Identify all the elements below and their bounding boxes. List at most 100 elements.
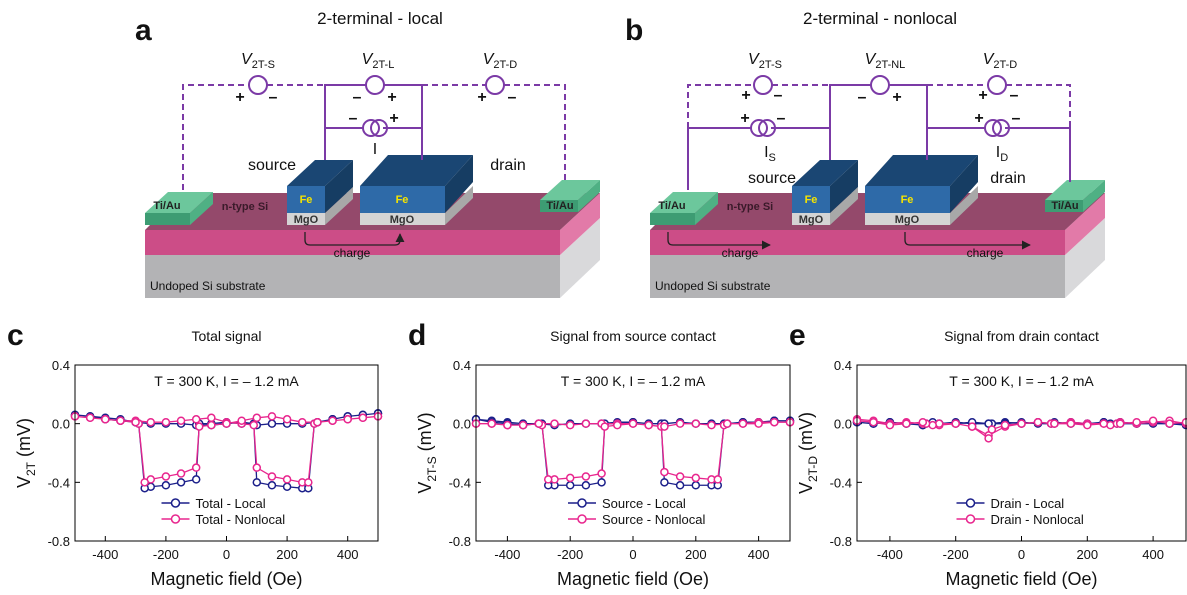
data-point bbox=[520, 422, 527, 429]
chart: eSignal from drain contactT = 300 K, I =… bbox=[789, 319, 1187, 589]
sign: + bbox=[892, 89, 901, 106]
data-point bbox=[661, 423, 668, 430]
substrate-label: Undoped Si substrate bbox=[655, 279, 771, 293]
data-point bbox=[223, 420, 230, 427]
legend-label: Total - Nonlocal bbox=[196, 512, 286, 527]
data-point bbox=[1018, 420, 1025, 427]
y-axis-symbol: V bbox=[14, 476, 34, 488]
data-point bbox=[193, 416, 200, 423]
x-axis-label: Magnetic field (Oe) bbox=[150, 569, 302, 589]
legend-marker bbox=[967, 515, 975, 523]
current-label: IS bbox=[764, 144, 776, 164]
y-tick-label: -0.4 bbox=[449, 475, 471, 490]
data-point bbox=[985, 435, 992, 442]
data-point bbox=[253, 479, 260, 486]
drain-label: drain bbox=[990, 170, 1026, 187]
voltmeter-label: V2T-D bbox=[483, 51, 518, 71]
sign: – bbox=[1010, 87, 1019, 104]
data-point bbox=[253, 414, 260, 421]
sign: + bbox=[974, 110, 983, 127]
data-point bbox=[545, 476, 552, 483]
voltmeter-label: V2T-S bbox=[241, 51, 275, 71]
y-tick-label: -0.8 bbox=[830, 534, 852, 549]
data-point bbox=[268, 482, 275, 489]
x-axis-label: Magnetic field (Oe) bbox=[945, 569, 1097, 589]
data-point bbox=[903, 420, 910, 427]
drain-label: drain bbox=[490, 157, 526, 174]
voltmeter bbox=[486, 76, 504, 94]
data-point bbox=[739, 420, 746, 427]
y-axis-subscript: 2T bbox=[24, 461, 38, 476]
data-point bbox=[1084, 422, 1091, 429]
pad-label: Ti/Au bbox=[546, 200, 573, 212]
data-point bbox=[598, 470, 605, 477]
voltmeter-label: V2T-D bbox=[983, 51, 1018, 71]
voltmeter-label: V2T-L bbox=[362, 51, 395, 71]
data-point bbox=[141, 479, 148, 486]
data-point bbox=[196, 423, 203, 430]
y-tick-label: 0.4 bbox=[52, 358, 70, 373]
data-point bbox=[661, 479, 668, 486]
y-tick-label: 0.0 bbox=[453, 417, 471, 432]
charge-label: charge bbox=[334, 246, 371, 260]
data-point bbox=[1100, 420, 1107, 427]
legend-label: Drain - Nonlocal bbox=[991, 512, 1084, 527]
sign: + bbox=[389, 110, 398, 127]
sign: + bbox=[387, 89, 396, 106]
x-tick-label: -200 bbox=[557, 547, 583, 562]
sign: – bbox=[269, 89, 278, 106]
data-point bbox=[314, 419, 321, 426]
x-tick-label: 400 bbox=[1142, 547, 1164, 562]
device bbox=[145, 155, 600, 298]
sign: – bbox=[777, 110, 786, 127]
data-point bbox=[1166, 420, 1173, 427]
x-tick-label: 200 bbox=[1076, 547, 1098, 562]
chart-title: Signal from source contact bbox=[550, 328, 716, 344]
data-point bbox=[238, 417, 245, 424]
data-point bbox=[601, 423, 608, 430]
data-point bbox=[87, 414, 94, 421]
y-tick-label: -0.4 bbox=[48, 475, 70, 490]
y-tick-label: 0.0 bbox=[52, 417, 70, 432]
panel-letter: b bbox=[625, 14, 643, 47]
data-point bbox=[714, 476, 721, 483]
sign: – bbox=[349, 110, 358, 127]
data-point bbox=[677, 473, 684, 480]
data-point bbox=[567, 482, 574, 489]
y-axis-unit: (mV) bbox=[796, 412, 816, 451]
pad-label: Ti/Au bbox=[153, 200, 180, 212]
data-point bbox=[692, 420, 699, 427]
data-point bbox=[988, 426, 995, 433]
panel-letter: c bbox=[7, 319, 24, 352]
fe-label: Fe bbox=[300, 194, 313, 206]
pad-label: Ti/Au bbox=[1051, 200, 1078, 212]
x-tick-label: 0 bbox=[223, 547, 230, 562]
data-point bbox=[969, 423, 976, 430]
si-label: n-type Si bbox=[222, 201, 268, 213]
y-axis-label: V2T-S(mV) bbox=[415, 412, 439, 493]
pad-label: Ti/Au bbox=[658, 200, 685, 212]
x-tick-label: -400 bbox=[92, 547, 118, 562]
data-point bbox=[582, 473, 589, 480]
data-point bbox=[1150, 417, 1157, 424]
sign: + bbox=[978, 87, 987, 104]
charge-label: charge bbox=[967, 246, 1004, 260]
data-point bbox=[598, 479, 605, 486]
data-point bbox=[661, 469, 668, 476]
device bbox=[650, 155, 1105, 298]
voltmeter bbox=[249, 76, 267, 94]
sign: + bbox=[740, 110, 749, 127]
x-tick-label: 400 bbox=[337, 547, 359, 562]
data-point bbox=[919, 419, 926, 426]
fe-label: Fe bbox=[901, 194, 914, 206]
data-point bbox=[359, 414, 366, 421]
substrate-label: Undoped Si substrate bbox=[150, 279, 266, 293]
data-point bbox=[132, 419, 139, 426]
si-label: n-type Si bbox=[727, 201, 773, 213]
legend-marker bbox=[172, 515, 180, 523]
legend-marker bbox=[172, 499, 180, 507]
annotation: T = 300 K, I = – 1.2 mA bbox=[561, 373, 706, 389]
data-point bbox=[645, 422, 652, 429]
x-tick-label: 0 bbox=[629, 547, 636, 562]
